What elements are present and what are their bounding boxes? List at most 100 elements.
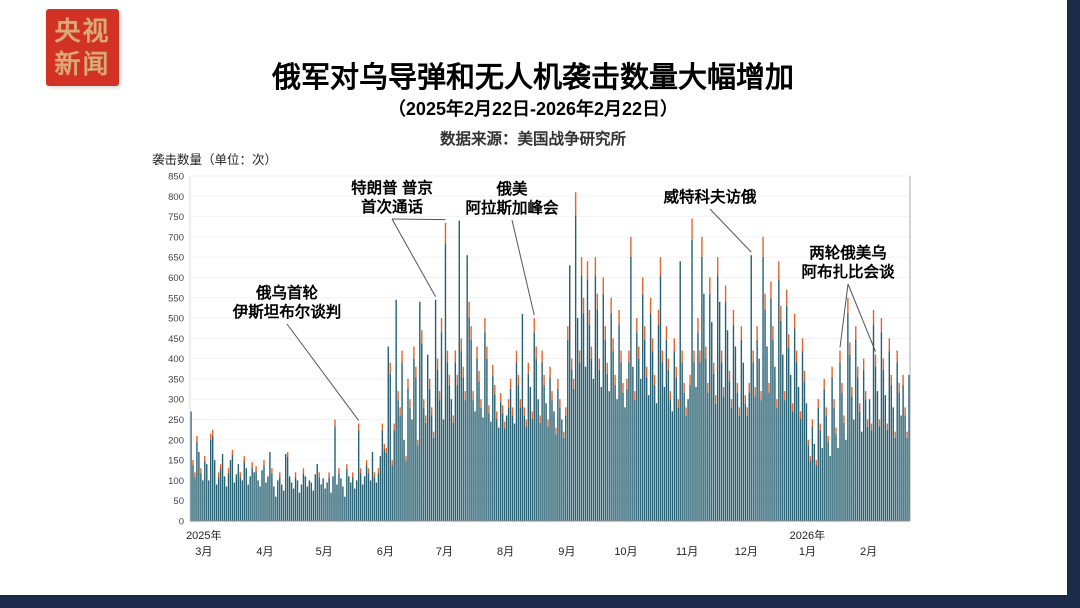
bar-segment [683,392,685,521]
bar-segment [438,400,441,521]
bar-tip-segment [768,383,770,393]
bar-tip-segment [440,318,443,333]
bar-segment [649,313,652,521]
bar-tip-segment [594,257,597,276]
y-tick-label: 550 [168,293,184,304]
bar-tip-segment [784,391,786,401]
bar-tip-segment [415,366,417,378]
bar-segment [281,484,283,521]
bar-segment [843,422,845,521]
bar-segment [397,400,399,521]
bar-tip-segment [614,374,616,386]
bar-segment [689,385,691,521]
bar-segment [701,256,703,521]
bar-segment [594,275,597,521]
bar-tip-segment [578,350,581,363]
bar-tip-segment [359,468,362,474]
bar-tip-segment [713,362,715,374]
bar-tip-segment [271,468,273,474]
bar-segment [839,362,841,521]
bar-segment [474,411,476,521]
y-tick-label: 200 [168,435,184,446]
bar-segment [316,464,318,521]
bar-segment [833,407,835,521]
bar-segment [604,339,606,521]
bar-tip-segment [756,326,758,340]
bar-tip-segment [318,472,320,478]
page-border-right [1067,0,1080,608]
attack-bar-chart-svg: 袭击数量（单位：次） 0 50 100 150 200 250 300 350 400 450 500… [152,152,911,558]
bar-segment [488,413,490,521]
annotation-connector-line [286,323,360,421]
bar-segment [547,426,549,521]
bar-segment [651,351,654,521]
bar-segment [505,415,508,521]
bar-tip-segment [693,350,695,363]
bar-segment [618,324,620,521]
bar-segment [243,461,245,521]
chart-annotation-label: 首次通话 [361,197,424,216]
bar-tip-segment [746,407,748,416]
bar-segment [417,445,419,521]
bar-segment [746,415,748,521]
bar-segment [261,470,263,521]
bar-tip-segment [596,293,599,310]
bar-tip-segment [645,366,648,378]
bar-tip-segment [405,456,407,462]
bar-tip-segment [851,387,853,397]
bar-segment [440,332,443,521]
bar-tip-segment [586,261,589,280]
chart-annotation-label: 俄乌首轮 [255,283,319,302]
annotation-connector-line [847,283,876,352]
bar-segment [211,436,214,521]
bar-segment [348,476,350,521]
bar-segment [476,358,478,521]
bar-segment [517,385,520,521]
y-tick-label: 0 [179,517,184,528]
y-tick-label: 350 [168,374,184,385]
bar-segment [375,482,378,521]
y-tick-label: 800 [168,192,184,203]
bar-tip-segment [328,472,330,478]
bar-segment [724,302,727,521]
bar-segment [338,473,340,521]
bar-segment [401,362,403,521]
bar-segment [284,454,287,521]
bar-segment [192,465,194,521]
bar-tip-segment [866,419,869,427]
bar-segment [373,477,376,521]
bar-segment [253,472,255,521]
bar-segment [446,362,449,521]
bar-tip-segment [365,460,368,466]
bar-segment [210,439,212,521]
bar-segment [237,464,240,521]
bar-segment [194,477,196,521]
bar-segment [296,480,299,521]
bar-segment [312,490,315,521]
bar-segment [634,400,636,521]
bar-tip-segment [707,383,709,393]
bar-tip-segment [549,366,551,378]
bar-segment [498,427,500,521]
bar-segment [659,275,662,521]
bar-segment [302,473,305,521]
bar-segment [900,415,902,521]
bar-segment [357,430,360,521]
bar-tip-segment [391,460,393,466]
bar-tip-segment [334,419,336,427]
bar-tip-segment [255,466,257,472]
bar-tip-segment [571,358,573,371]
bar-segment [393,430,395,521]
bar-segment [626,388,628,521]
bar-segment [691,239,693,521]
chart-annotation-label: 阿布扎比会谈 [801,262,895,281]
bar-segment [561,419,563,521]
bar-segment [452,422,455,521]
bar-tip-segment [555,427,557,435]
bar-segment [399,415,401,521]
bar-segment [427,354,429,521]
bar-tip-segment [567,326,569,340]
bar-segment [450,399,453,521]
bar-segment [359,473,362,521]
bar-tip-segment [484,318,486,333]
